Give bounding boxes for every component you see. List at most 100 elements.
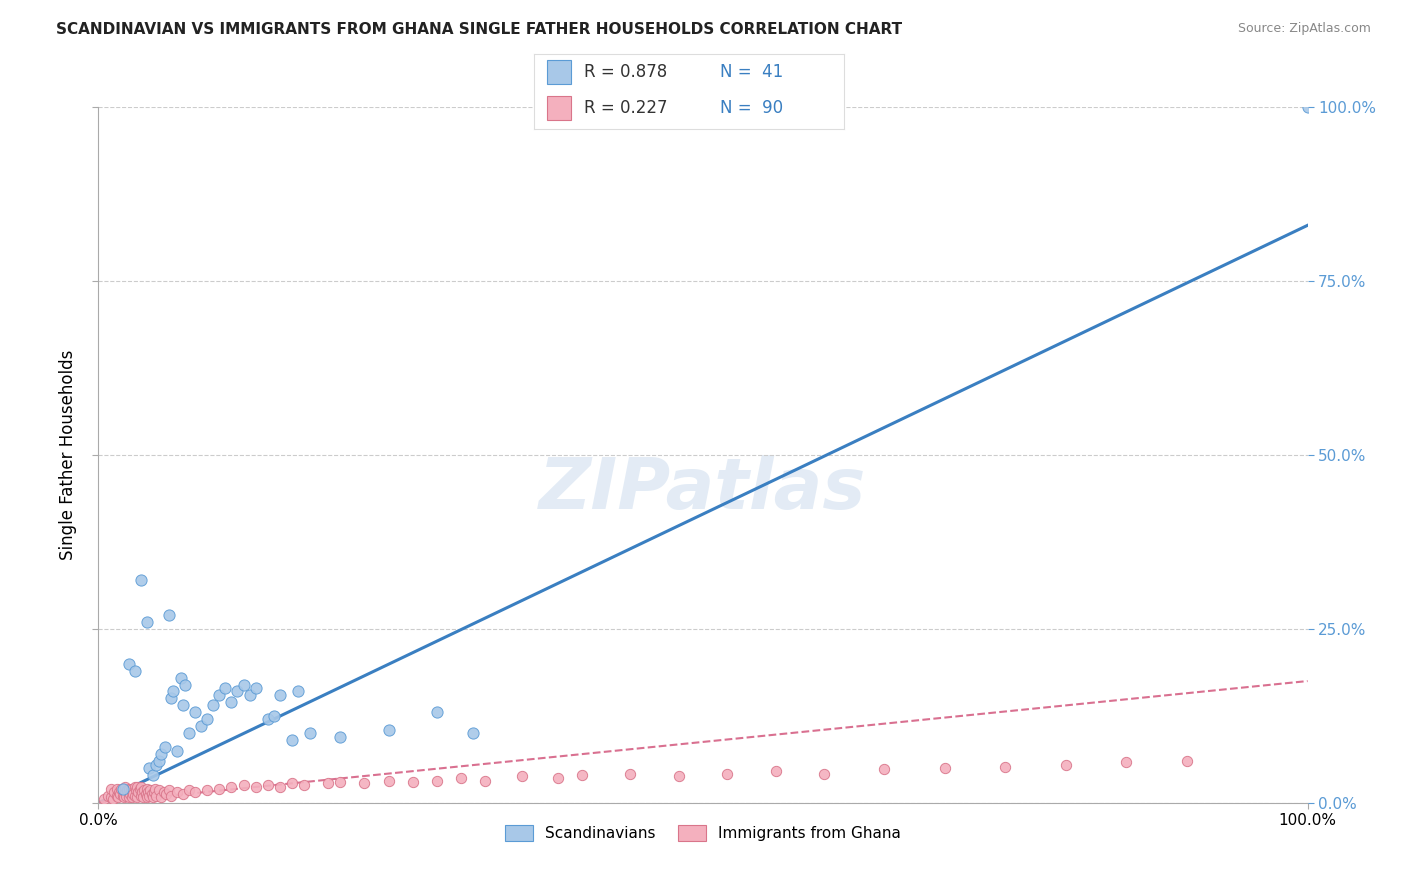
Point xyxy=(108,788,131,802)
Point xyxy=(115,789,138,803)
Point xyxy=(281,776,304,790)
Point xyxy=(124,664,146,678)
Point xyxy=(292,778,315,793)
Point xyxy=(114,785,136,799)
Point xyxy=(138,761,160,775)
Point xyxy=(172,788,194,802)
Point xyxy=(152,785,174,799)
Point xyxy=(353,776,375,790)
Point xyxy=(110,781,132,796)
Point xyxy=(934,761,956,775)
Point xyxy=(148,783,170,797)
Point xyxy=(377,723,399,737)
Point xyxy=(118,788,141,802)
Point xyxy=(153,740,176,755)
Point xyxy=(263,708,285,723)
Point xyxy=(124,789,146,803)
Point xyxy=(166,744,188,758)
Point xyxy=(184,785,207,799)
Point xyxy=(157,607,180,622)
Point xyxy=(232,677,254,691)
Point xyxy=(619,766,641,780)
Point xyxy=(329,775,352,789)
Point xyxy=(135,788,157,802)
Point xyxy=(426,773,449,788)
Point xyxy=(402,775,425,789)
Point xyxy=(118,657,141,671)
Point xyxy=(100,790,122,805)
Point xyxy=(208,688,231,702)
FancyBboxPatch shape xyxy=(547,60,571,84)
FancyBboxPatch shape xyxy=(547,96,571,120)
Point xyxy=(208,781,231,796)
Point xyxy=(118,790,141,805)
Point xyxy=(148,754,170,768)
Point xyxy=(118,781,141,796)
Point xyxy=(142,768,165,782)
Point xyxy=(111,789,134,803)
Point xyxy=(256,712,278,726)
Point xyxy=(135,781,157,796)
Point xyxy=(141,788,163,802)
Point xyxy=(232,778,254,793)
Point xyxy=(138,789,160,803)
Point xyxy=(103,785,125,799)
Point xyxy=(226,684,249,698)
Point xyxy=(281,733,304,747)
Point xyxy=(150,747,173,761)
Point xyxy=(377,773,399,788)
Point xyxy=(329,730,352,744)
Point xyxy=(100,781,122,796)
Point xyxy=(994,759,1017,773)
Point xyxy=(299,726,322,740)
Point xyxy=(813,766,835,780)
Point xyxy=(111,781,134,796)
Point xyxy=(97,789,120,803)
Point xyxy=(107,790,129,805)
Point xyxy=(668,769,690,783)
Point xyxy=(1054,757,1077,772)
Point xyxy=(190,719,212,733)
Point xyxy=(127,780,149,795)
Point xyxy=(873,763,896,777)
Point xyxy=(287,684,309,698)
Point xyxy=(108,785,131,799)
Point xyxy=(426,706,449,720)
Point xyxy=(112,790,135,805)
Text: Source: ZipAtlas.com: Source: ZipAtlas.com xyxy=(1237,22,1371,36)
Legend: Scandinavians, Immigrants from Ghana: Scandinavians, Immigrants from Ghana xyxy=(499,819,907,847)
Point xyxy=(316,776,339,790)
Point xyxy=(239,688,262,702)
Point xyxy=(93,792,115,806)
Point xyxy=(450,772,472,786)
Point xyxy=(269,688,291,702)
Point xyxy=(155,788,177,802)
Point xyxy=(571,768,593,782)
Point xyxy=(510,769,533,783)
Point xyxy=(195,712,218,726)
Point xyxy=(166,785,188,799)
Point xyxy=(463,726,485,740)
Point xyxy=(160,691,183,706)
Point xyxy=(172,698,194,713)
Point xyxy=(131,785,153,799)
Point xyxy=(174,677,197,691)
Point xyxy=(132,790,155,805)
Point xyxy=(214,681,236,695)
Point xyxy=(129,573,152,587)
Point xyxy=(121,781,143,796)
Point xyxy=(134,783,156,797)
Point xyxy=(547,772,569,786)
Point xyxy=(202,698,225,713)
Point xyxy=(136,785,159,799)
Point xyxy=(122,788,145,802)
Point xyxy=(1115,756,1137,770)
Point xyxy=(179,783,201,797)
Point xyxy=(143,785,166,799)
Point xyxy=(765,764,787,779)
Point xyxy=(1175,754,1198,768)
Point xyxy=(125,783,148,797)
Y-axis label: Single Father Households: Single Father Households xyxy=(59,350,77,560)
Point xyxy=(120,783,142,797)
Point xyxy=(128,781,150,796)
